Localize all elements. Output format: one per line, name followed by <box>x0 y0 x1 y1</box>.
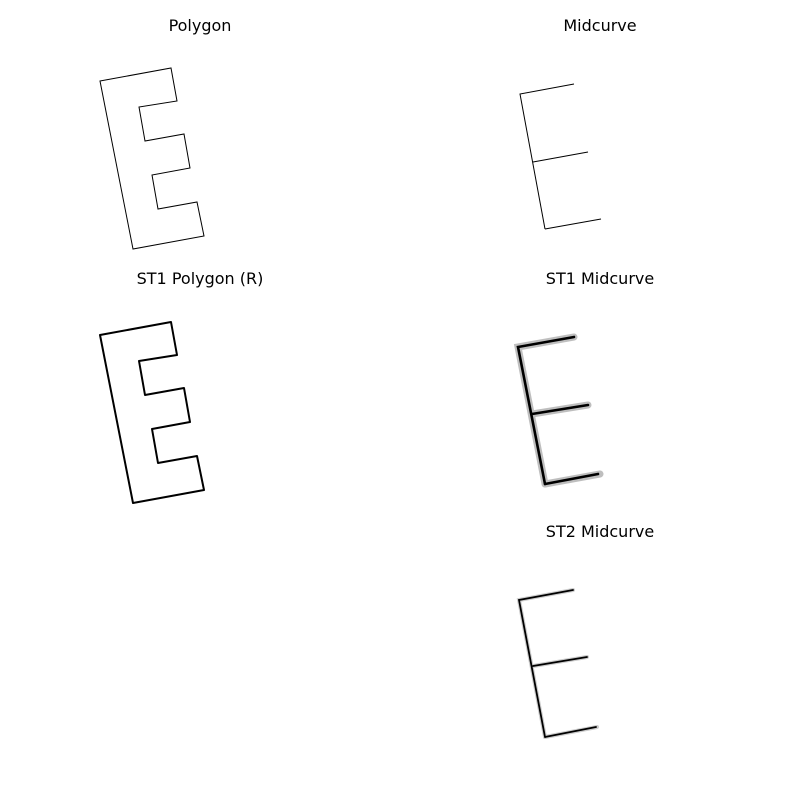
st2-midcurve-panel <box>516 588 599 739</box>
midcurve-spine <box>519 83 575 230</box>
midcurve-panel <box>519 83 602 230</box>
panel-title-st1-midcurve: ST1 Midcurve <box>545 269 655 288</box>
st2-midcurve-middle-arm <box>532 656 588 667</box>
st1-polygon-panel <box>99 321 205 504</box>
st2-midcurve-spine <box>517 589 574 738</box>
st2-midcurve-bottom-arm <box>544 726 597 738</box>
st1-polygon-e-outline <box>99 321 205 504</box>
panel-title-st1-polygon: ST1 Polygon (R) <box>136 269 264 288</box>
midcurve-middle-arm <box>532 151 589 163</box>
midcurve-bottom-arm <box>544 218 602 230</box>
st1-midcurve-spine <box>516 335 576 486</box>
st1-midcurve-bottom-arm <box>543 472 600 486</box>
panel-title-polygon: Polygon <box>168 16 232 35</box>
st1-midcurve-panel <box>513 333 604 488</box>
polygon-panel <box>99 67 205 250</box>
polygon-e-outline <box>99 67 205 250</box>
panel-title-midcurve: Midcurve <box>563 16 637 35</box>
panel-title-st2-midcurve: ST2 Midcurve <box>545 522 655 541</box>
st1-midcurve-middle-arm <box>530 403 590 416</box>
